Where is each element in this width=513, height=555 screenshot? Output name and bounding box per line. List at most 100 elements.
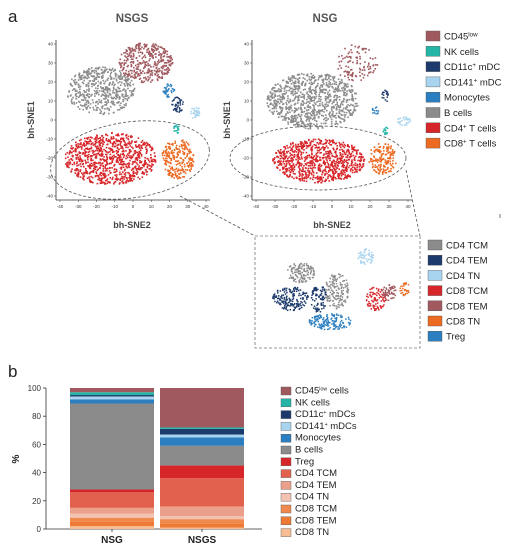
tsne-dot-cd4 <box>316 172 318 174</box>
tsne-dot-b-cells <box>68 91 70 93</box>
tsne-dot-cd45low <box>139 55 141 57</box>
tsne-dot-b-cells <box>116 78 118 80</box>
tsne-dot-b-cells <box>323 83 325 85</box>
tsne-dot-cd4 <box>286 145 288 147</box>
tsne-dot-b-cells <box>109 90 111 92</box>
tsne-dot-cd4 <box>290 158 292 160</box>
tsne-dot-cd4 <box>357 160 359 162</box>
zoom-dot-cd4-tcm <box>345 302 347 304</box>
tsne-dot-cd4 <box>121 178 123 180</box>
tsne-dot-cd8 <box>388 171 390 173</box>
zoom-dot-cd4-tem <box>274 295 276 297</box>
tsne-dot-cd4 <box>293 156 295 158</box>
tsne-dot-b-cells <box>303 102 305 104</box>
tsne-dot-cd4 <box>307 157 309 159</box>
tsne-dot-cd4 <box>303 152 305 154</box>
tsne-dot-cd11c-mdc <box>383 97 385 99</box>
tsne-dot-cd4 <box>70 171 72 173</box>
tsne-dot-b-cells <box>71 100 73 102</box>
tsne-dot-b-cells <box>328 75 330 77</box>
tsne-dot-cd45low <box>141 80 143 82</box>
tsne-dot-cd4 <box>103 149 105 151</box>
zoom-dot-cd4-tem <box>284 288 286 290</box>
tsne-dot-cd45low <box>342 58 344 60</box>
tsne-dot-b-cells <box>96 90 98 92</box>
tsne-dot-cd4 <box>336 142 338 144</box>
tsne-dot-cd4 <box>325 156 327 158</box>
tsne-dot-cd4 <box>329 139 331 141</box>
tsne-dot-cd45low <box>154 73 156 75</box>
tsne-dot-cd8 <box>174 169 176 171</box>
tsne-dot-b-cells <box>86 104 88 106</box>
tsne-dot-cd4 <box>357 149 359 151</box>
tsne-dot-cd4 <box>80 139 82 141</box>
tsne-dot-b-cells <box>297 100 299 102</box>
zoom-dot-cd4-tem <box>285 293 287 295</box>
tsne-dot-b-cells <box>95 91 97 93</box>
tsne-dot-b-cells <box>272 94 274 96</box>
zoom-dot-cd4-tn <box>368 259 370 261</box>
tsne-dot-cd4 <box>299 176 301 178</box>
tsne-dot-cd4 <box>106 154 108 156</box>
tsne-dot-cd4 <box>100 154 102 156</box>
tsne-dot-cd4 <box>154 156 156 158</box>
tsne-dot-cd4 <box>139 152 141 154</box>
tsne-dot-b-cells <box>284 88 286 90</box>
tsne-dot-cd11c-mdc <box>181 99 183 101</box>
tsne-dot-cd4 <box>112 178 114 180</box>
tsne-dot-b-cells <box>287 81 289 83</box>
tsne-dot-b-cells <box>86 94 88 96</box>
tsne-dot-b-cells <box>333 91 335 93</box>
tsne-dot-monocytes <box>374 110 376 112</box>
tsne-dot-b-cells <box>93 109 95 111</box>
tsne-dot-cd4 <box>123 178 125 180</box>
tsne-dot-cd4 <box>356 150 358 152</box>
tsne-dot-cd4 <box>301 158 303 160</box>
tsne-dot-b-cells <box>310 123 312 125</box>
tsne-dot-cd4 <box>344 174 346 176</box>
tsne-dot-cd4 <box>322 144 324 146</box>
tsne-dot-cd4 <box>317 179 319 181</box>
zoom-dot-cd4-tem <box>278 302 280 304</box>
tsne-xlabel-nsg: bh-SNE2 <box>313 220 351 230</box>
tsne-dot-cd4 <box>340 159 342 161</box>
tsne-dot-b-cells <box>314 117 316 119</box>
tsne-dot-cd4 <box>305 141 307 143</box>
tsne-dot-cd45low <box>367 66 369 68</box>
tsne-dot-b-cells <box>271 89 273 91</box>
tsne-dot-cd4 <box>292 143 294 145</box>
tsne-dot-cd4 <box>347 149 349 151</box>
tsne-dot-cd8 <box>188 161 190 163</box>
tsne-dot-b-cells <box>274 94 276 96</box>
tsne-dot-b-cells <box>300 96 302 98</box>
tsne-dot-cd45low <box>127 58 129 60</box>
tsne-dot-b-cells <box>306 109 308 111</box>
tsne-dot-b-cells <box>292 82 294 84</box>
tsne-dot-cd4 <box>336 145 338 147</box>
zoom-dot-cd4-tem <box>292 296 294 298</box>
tsne-dot-b-cells <box>336 90 338 92</box>
tsne-dot-b-cells <box>89 93 91 95</box>
tsne-dot-cd4 <box>336 167 338 169</box>
zoom-dot-cd8-tcm <box>378 309 380 311</box>
tsne-dot-cd4 <box>72 160 74 162</box>
tsne-dot-cd4 <box>96 153 98 155</box>
tsne-dot-cd8 <box>387 149 389 151</box>
tsne-dot-b-cells <box>115 76 117 78</box>
tsne-dot-cd4 <box>359 166 361 168</box>
tsne-dot-cd4 <box>335 178 337 180</box>
tsne-dot-b-cells <box>273 106 275 108</box>
tsne-dot-b-cells <box>107 92 109 94</box>
tsne-dot-cd4 <box>129 176 131 178</box>
tsne-dot-b-cells <box>111 97 113 99</box>
tsne-dot-b-cells <box>328 102 330 104</box>
tsne-dot-cd45low <box>147 76 149 78</box>
tsne-dot-cd4 <box>314 144 316 146</box>
tsne-dot-b-cells <box>336 109 338 111</box>
tsne-dot-cd4 <box>320 166 322 168</box>
tsne-dot-cd11c-mdc <box>176 108 178 110</box>
tsne-dot-cd8 <box>386 161 388 163</box>
tsne-dot-b-cells <box>279 112 281 114</box>
tsne-dot-b-cells <box>88 68 90 70</box>
tsne-dot-cd4 <box>116 176 118 178</box>
